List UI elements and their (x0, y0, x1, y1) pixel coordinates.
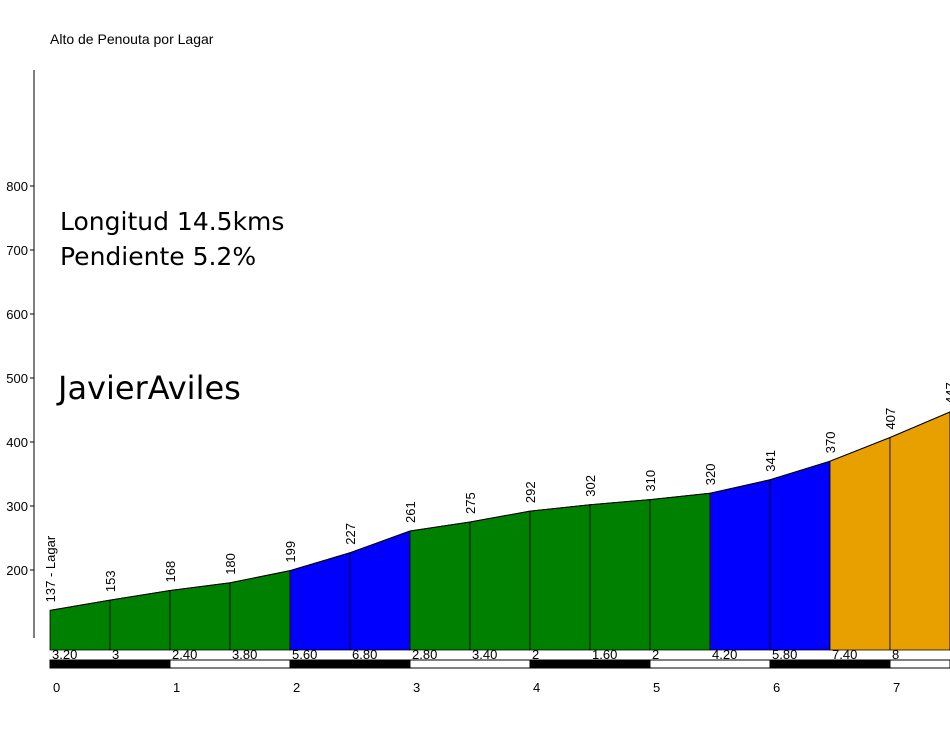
scale-block-5 (649, 659, 771, 669)
scale-block-2 (289, 659, 411, 669)
author-annotation: JavierAviles (58, 369, 241, 407)
axes: 200 300 400 500 600 700 800 (6, 70, 35, 638)
chart-title: Alto de Penouta por Lagar (50, 31, 214, 47)
segment-7 (469, 510, 531, 651)
x-tick-label-1: 1 (173, 680, 180, 695)
x-tick-label-2: 2 (293, 680, 300, 695)
profile-line (49, 411, 950, 611)
length-annotation: Longitud 14.5kms (60, 207, 285, 236)
y-tick-label-400: 400 (6, 435, 28, 450)
gradient-label-3: 3.80 (232, 647, 257, 662)
gradient-label-5: 6.80 (352, 647, 377, 662)
point-label-7: 275 (463, 492, 478, 514)
point-label-8: 292 (523, 481, 538, 503)
point-label-3: 180 (223, 553, 238, 575)
scale-block-1 (169, 659, 291, 669)
scale-block-3 (409, 659, 531, 669)
x-tick-label-5: 5 (653, 680, 660, 695)
gradient-label-4: 5.60 (292, 647, 317, 662)
segment-5 (349, 530, 411, 651)
segment-2 (169, 582, 231, 651)
point-labels: 137 - Lagar 153 168 180 199 227 261 275 292 302 31… (43, 382, 950, 602)
segment-14 (889, 411, 950, 651)
point-label-13: 370 (823, 431, 838, 453)
point-label-9: 302 (583, 475, 598, 497)
gradient-label-12: 5.80 (772, 647, 797, 662)
point-label-1: 153 (103, 570, 118, 592)
profile-segments (49, 411, 950, 651)
x-tick-label-6: 6 (773, 680, 780, 695)
point-label-6: 261 (403, 501, 418, 523)
segment-6 (409, 521, 471, 651)
gradient-label-6: 2.80 (412, 647, 437, 662)
y-tick-label-300: 300 (6, 499, 28, 514)
x-tick-label-7: 7 (893, 680, 900, 695)
distance-scale-bar: 0123456789101112131414,50 (49, 659, 950, 695)
y-tick-label-500: 500 (6, 371, 28, 386)
point-label-14: 407 (883, 408, 898, 430)
point-label-0: 137 - Lagar (43, 535, 58, 602)
gradient-label-2: 2.40 (172, 647, 197, 662)
gradient-label-13: 7.40 (832, 647, 857, 662)
point-label-5: 227 (343, 523, 358, 545)
segment-1 (109, 590, 171, 651)
segment-0 (49, 599, 111, 651)
gradient-label-0: 3.20 (52, 647, 77, 662)
gradient-label-11: 4.20 (712, 647, 737, 662)
point-label-10: 310 (643, 470, 658, 492)
segment-12 (769, 460, 831, 651)
gradient-label-10: 2 (652, 647, 659, 662)
point-label-12: 341 (763, 450, 778, 472)
gradient-annotation: Pendiente 5.2% (60, 242, 257, 271)
scale-block-0 (49, 659, 171, 669)
gradient-labels: 3.20 3 2.40 3.80 5.60 6.80 2.80 3.40 2 1.60 2 4.20 5… (52, 647, 899, 662)
gradient-label-7: 3.40 (472, 647, 497, 662)
scale-block-7 (889, 659, 950, 669)
scale-block-4 (529, 659, 651, 669)
segment-9 (589, 499, 651, 651)
point-label-2: 168 (163, 561, 178, 583)
y-tick-label-700: 700 (6, 243, 28, 258)
segment-11 (709, 479, 771, 651)
x-tick-label-4: 4 (533, 680, 540, 695)
y-tick-label-800: 800 (6, 179, 28, 194)
segment-4 (289, 552, 351, 651)
gradient-label-9: 1.60 (592, 647, 617, 662)
gradient-label-1: 3 (112, 647, 119, 662)
gradient-label-14: 8 (892, 647, 899, 662)
segment-3 (229, 570, 291, 651)
gradient-label-8: 2 (532, 647, 539, 662)
x-tick-label-3: 3 (413, 680, 420, 695)
segment-13 (829, 436, 891, 651)
point-label-11: 320 (703, 463, 718, 485)
segment-10 (649, 492, 711, 651)
y-tick-label-200: 200 (6, 563, 28, 578)
scale-block-6 (769, 659, 891, 669)
point-label-4: 199 (283, 541, 298, 563)
y-tick-label-600: 600 (6, 307, 28, 322)
point-label-15: 447 (943, 382, 950, 404)
segment-8 (529, 504, 591, 651)
x-tick-label-0: 0 (53, 680, 60, 695)
